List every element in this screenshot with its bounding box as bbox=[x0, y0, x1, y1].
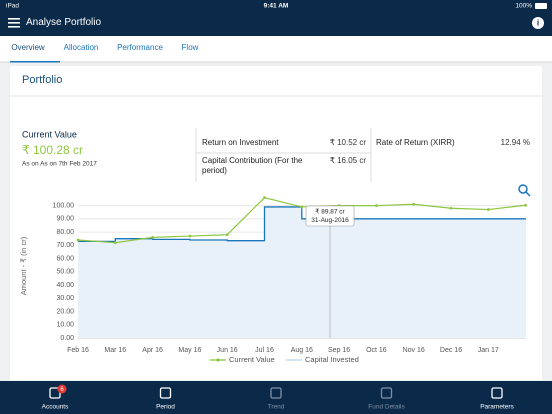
battery-icon bbox=[535, 3, 547, 9]
y-tick-label: 20.00 bbox=[56, 308, 74, 315]
svg-text:i: i bbox=[537, 19, 539, 28]
badge-count: 6 bbox=[60, 387, 64, 393]
summary-value: ₹ 100.28 cr bbox=[22, 143, 83, 157]
point bbox=[188, 234, 192, 238]
section-title: Portfolio bbox=[22, 74, 62, 86]
battery-text: 100% bbox=[515, 3, 532, 10]
header-bar bbox=[0, 0, 552, 36]
bottom-tab[interactable]: Parameters bbox=[480, 404, 514, 411]
metric-value: 12.94 % bbox=[501, 138, 530, 147]
y-tick-label: 0.00 bbox=[60, 335, 74, 342]
point bbox=[76, 238, 80, 242]
legend-label: Capital Invested bbox=[305, 355, 359, 364]
point bbox=[412, 202, 416, 206]
y-tick-label: 100.00 bbox=[53, 202, 75, 209]
point bbox=[151, 235, 155, 239]
x-tick-label: Apr 16 bbox=[142, 347, 163, 354]
bottom-tab[interactable]: Fund Details bbox=[368, 404, 405, 411]
metric-label-box: Capital Contribution (For the period) bbox=[202, 156, 303, 175]
y-axis-label: Amount - ₹ (in cr) bbox=[19, 236, 28, 295]
point bbox=[225, 233, 229, 237]
zoom-button[interactable] bbox=[518, 184, 531, 197]
area-fill bbox=[78, 206, 526, 338]
tab[interactable]: Flow bbox=[182, 43, 199, 52]
summary-label: Current Value bbox=[22, 129, 77, 139]
header-title: Analyse Portfolio bbox=[26, 17, 101, 28]
y-tick-label: 40.00 bbox=[56, 282, 74, 289]
x-tick-label: Feb 16 bbox=[67, 347, 89, 354]
point bbox=[300, 205, 304, 209]
x-tick-label: Dec 16 bbox=[440, 347, 462, 354]
tab-icon bbox=[270, 387, 282, 399]
tab[interactable]: Overview bbox=[11, 43, 45, 52]
point bbox=[524, 203, 527, 207]
tab-icon bbox=[159, 387, 172, 399]
point bbox=[486, 208, 490, 211]
y-tick-label: 90.00 bbox=[56, 216, 74, 223]
metric-label: Capital Contribution (For the period) bbox=[202, 156, 303, 175]
point bbox=[449, 206, 453, 210]
step-line bbox=[78, 206, 526, 242]
tab[interactable]: Allocation bbox=[64, 43, 99, 52]
point bbox=[113, 241, 117, 245]
tab-icon bbox=[380, 387, 393, 399]
metric-value: ₹ 10.52 cr bbox=[330, 138, 367, 147]
x-tick-label: May 16 bbox=[178, 347, 201, 354]
tab[interactable]: Performance bbox=[117, 43, 163, 52]
legend-dot bbox=[216, 358, 220, 362]
x-tick-label: Nov 16 bbox=[403, 347, 425, 354]
tooltip-value: ₹ 89.87 cr bbox=[315, 208, 345, 216]
tooltip-box bbox=[305, 205, 355, 227]
y-tick-label: 80.00 bbox=[56, 229, 74, 236]
x-tick-label: Jun 16 bbox=[217, 347, 238, 354]
as-on: As on As on 7th Feb 2017 bbox=[22, 161, 97, 168]
x-tick-label: Oct 16 bbox=[366, 347, 387, 354]
menu-button[interactable] bbox=[8, 18, 20, 28]
tab-bar bbox=[0, 36, 552, 62]
x-tick-label: Jan 17 bbox=[478, 347, 499, 354]
metric-label: Return on Investment bbox=[202, 138, 279, 147]
y-tick-label: 70.00 bbox=[56, 242, 74, 249]
point bbox=[375, 204, 378, 207]
y-tick-label: 30.00 bbox=[56, 295, 74, 302]
info-button[interactable]: i bbox=[532, 17, 544, 29]
metric-label: Rate of Return (XIRR) bbox=[376, 138, 455, 147]
x-tick-label: Mar 16 bbox=[104, 347, 126, 354]
bottom-tab[interactable]: Period bbox=[156, 404, 175, 411]
y-tick-label: 10.00 bbox=[56, 322, 74, 329]
clock: 9:41 AM bbox=[264, 3, 289, 10]
tooltip-date: 31-Aug-2016 bbox=[311, 217, 349, 224]
legend-label: Current Value bbox=[229, 355, 275, 364]
x-tick-label: Aug 16 bbox=[291, 347, 313, 354]
y-tick-label: 50.00 bbox=[56, 269, 74, 276]
carrier: iPad bbox=[6, 3, 19, 10]
x-tick-label: Sep 16 bbox=[328, 347, 350, 354]
tab-underline bbox=[10, 61, 60, 63]
y-tick-label: 60.00 bbox=[56, 255, 74, 262]
bottom-tab[interactable]: Trend bbox=[268, 404, 285, 411]
x-tick-label: Jul 16 bbox=[255, 347, 274, 354]
bottom-tab[interactable]: Accounts bbox=[42, 404, 69, 411]
point bbox=[263, 196, 266, 200]
badge bbox=[57, 384, 67, 394]
tab-icon bbox=[491, 387, 503, 399]
metric-value: ₹ 16.05 cr bbox=[330, 156, 367, 165]
